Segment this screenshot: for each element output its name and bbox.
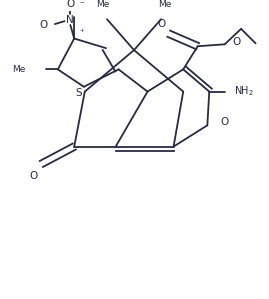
Text: O: O <box>157 19 165 29</box>
Text: O: O <box>220 118 228 127</box>
Text: $^+$: $^+$ <box>78 28 85 37</box>
Text: O: O <box>30 170 38 181</box>
Text: NH$_2$: NH$_2$ <box>234 85 254 98</box>
Text: $^-$: $^-$ <box>78 0 85 8</box>
Text: Me: Me <box>158 0 172 9</box>
Text: N: N <box>66 15 74 25</box>
Text: Me: Me <box>97 0 110 9</box>
Text: S: S <box>76 88 82 98</box>
Text: Me: Me <box>12 65 25 74</box>
Text: O: O <box>39 20 47 30</box>
Text: O: O <box>66 0 75 9</box>
Text: O: O <box>232 37 241 47</box>
